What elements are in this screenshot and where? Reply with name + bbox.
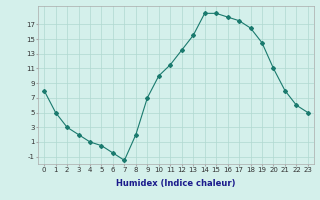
X-axis label: Humidex (Indice chaleur): Humidex (Indice chaleur) — [116, 179, 236, 188]
